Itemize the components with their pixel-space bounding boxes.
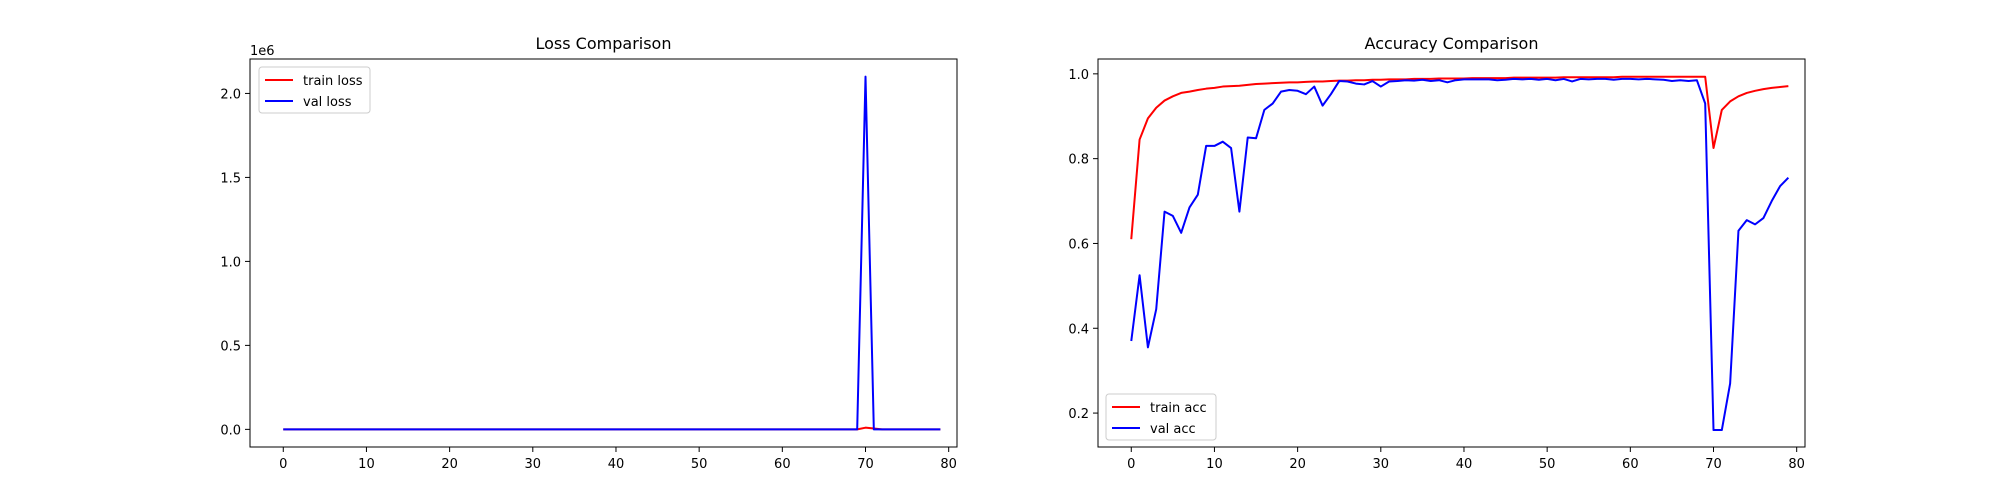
acc-legend-label: train acc (1150, 401, 1207, 416)
loss-y-tick-label: 0.0 (220, 423, 241, 438)
acc-x-tick-label: 20 (1289, 457, 1306, 472)
acc-y-tick-label: 0.2 (1068, 407, 1089, 422)
acc-axes-frame (1097, 58, 1806, 448)
acc-chart-title: Accuracy Comparison (1365, 34, 1539, 53)
acc-series-val-acc-line (1130, 77, 1790, 432)
loss-x-tick-label: 80 (940, 457, 957, 472)
acc-x-tick-label: 30 (1373, 457, 1390, 472)
loss-y-tick-label: 0.5 (220, 339, 241, 354)
loss-x-tick-label: 10 (358, 457, 375, 472)
acc-x-tick-label: 70 (1705, 457, 1722, 472)
acc-y-tick-label: 0.8 (1068, 153, 1089, 168)
loss-legend-label: train loss (303, 74, 363, 89)
loss-y-tick-label: 2.0 (220, 87, 241, 102)
loss-y-tick-label: 1.0 (220, 255, 241, 270)
loss-x-tick-label: 70 (857, 457, 874, 472)
acc-legend: train acc val acc (1105, 393, 1217, 441)
loss-legend-label: val loss (303, 95, 352, 110)
acc-x-tick-label: 80 (1788, 457, 1805, 472)
loss-chart-title: Loss Comparison (536, 34, 672, 53)
loss-x-tick-label: 50 (691, 457, 708, 472)
acc-chart: Accuracy Comparison 0 10 20 30 40 50 60 70 80 0.2 0… (1068, 34, 1806, 472)
acc-legend-label: val acc (1150, 422, 1196, 437)
acc-x-tick-label: 40 (1456, 457, 1473, 472)
acc-x-tick-label: 0 (1127, 457, 1135, 472)
loss-x-tick-label: 60 (774, 457, 791, 472)
acc-x-tick-label: 60 (1622, 457, 1639, 472)
acc-x-tick-label: 10 (1206, 457, 1223, 472)
loss-chart: Loss Comparison 1e6 0 10 20 30 40 50 60 70 80 0.0 0.… (220, 34, 958, 472)
loss-series-val-loss-line (283, 75, 941, 431)
acc-y-tick-label: 0.4 (1068, 322, 1089, 337)
loss-y-offset-label: 1e6 (250, 44, 275, 59)
loss-y-tick-label: 1.5 (220, 171, 241, 186)
acc-y-tick-label: 0.6 (1068, 237, 1089, 252)
loss-axes-frame (249, 58, 958, 448)
acc-x-tick-label: 50 (1539, 457, 1556, 472)
acc-y-tick-label: 1.0 (1068, 68, 1089, 83)
loss-x-tick-label: 40 (608, 457, 625, 472)
loss-x-tick-label: 30 (525, 457, 542, 472)
loss-x-tick-label: 0 (279, 457, 287, 472)
loss-x-tick-label: 20 (441, 457, 458, 472)
acc-series-train-acc-line (1130, 75, 1789, 240)
loss-legend: train loss val loss (258, 66, 371, 114)
